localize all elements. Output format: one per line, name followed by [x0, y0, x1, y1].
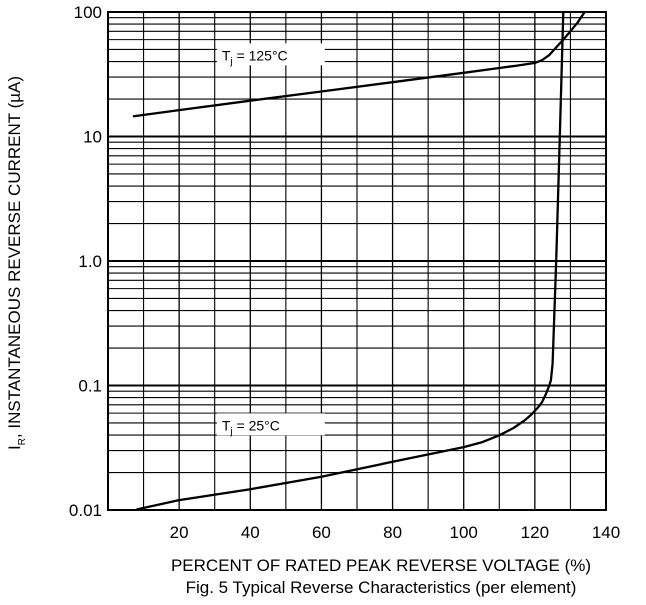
- y-tick-label: 0.1: [78, 377, 102, 396]
- plot-frame: [107, 11, 607, 511]
- x-tick-label: 80: [383, 523, 402, 542]
- series-label-sub: j: [229, 56, 232, 67]
- x-tick-label: 100: [450, 523, 478, 542]
- grid-lines: [108, 12, 606, 510]
- y-tick-label: 0.01: [69, 501, 102, 520]
- series-label-rest: = 125°C: [233, 47, 288, 63]
- y-axis-title-main: I: [5, 445, 24, 450]
- series-label-background: [216, 413, 325, 436]
- x-axis-title: PERCENT OF RATED PEAK REVERSE VOLTAGE (%…: [171, 556, 591, 575]
- series-line-2: [136, 11, 565, 511]
- x-tick-labels: 20 40 60 80 100 120 140: [170, 523, 621, 542]
- x-tick-label: 120: [521, 523, 549, 542]
- series-line-1: [132, 11, 586, 118]
- series-label-1: Tj = 125°C: [222, 47, 288, 67]
- y-tick-label: 100: [74, 3, 102, 22]
- x-tick-label: 40: [241, 523, 260, 542]
- y-tick-label: 10: [83, 128, 102, 147]
- series-label-rest: = 25°C: [233, 417, 280, 433]
- series-label-sub: j: [229, 426, 232, 437]
- series-group: Tj = 125°CTj = 25°C: [132, 11, 586, 511]
- y-tick-labels: 0.01 0.1 1.0 10 100: [69, 3, 102, 520]
- series-label-background: [216, 43, 325, 66]
- x-tick-label: 20: [170, 523, 189, 542]
- y-tick-label: 1.0: [78, 252, 102, 271]
- y-axis-title-sub: R: [17, 438, 28, 445]
- y-axis-title-rest: , INSTANTANEOUS REVERSE CURRENT (µA): [5, 76, 24, 438]
- series-label-main: T: [222, 47, 231, 63]
- series-label-2: Tj = 25°C: [222, 417, 280, 437]
- series-label-main: T: [222, 417, 231, 433]
- x-tick-label: 140: [592, 523, 620, 542]
- figure-caption: Fig. 5 Typical Reverse Characteristics (…: [186, 578, 577, 597]
- x-tick-label: 60: [312, 523, 331, 542]
- y-axis-title: IR, INSTANTANEOUS REVERSE CURRENT (µA): [5, 76, 28, 450]
